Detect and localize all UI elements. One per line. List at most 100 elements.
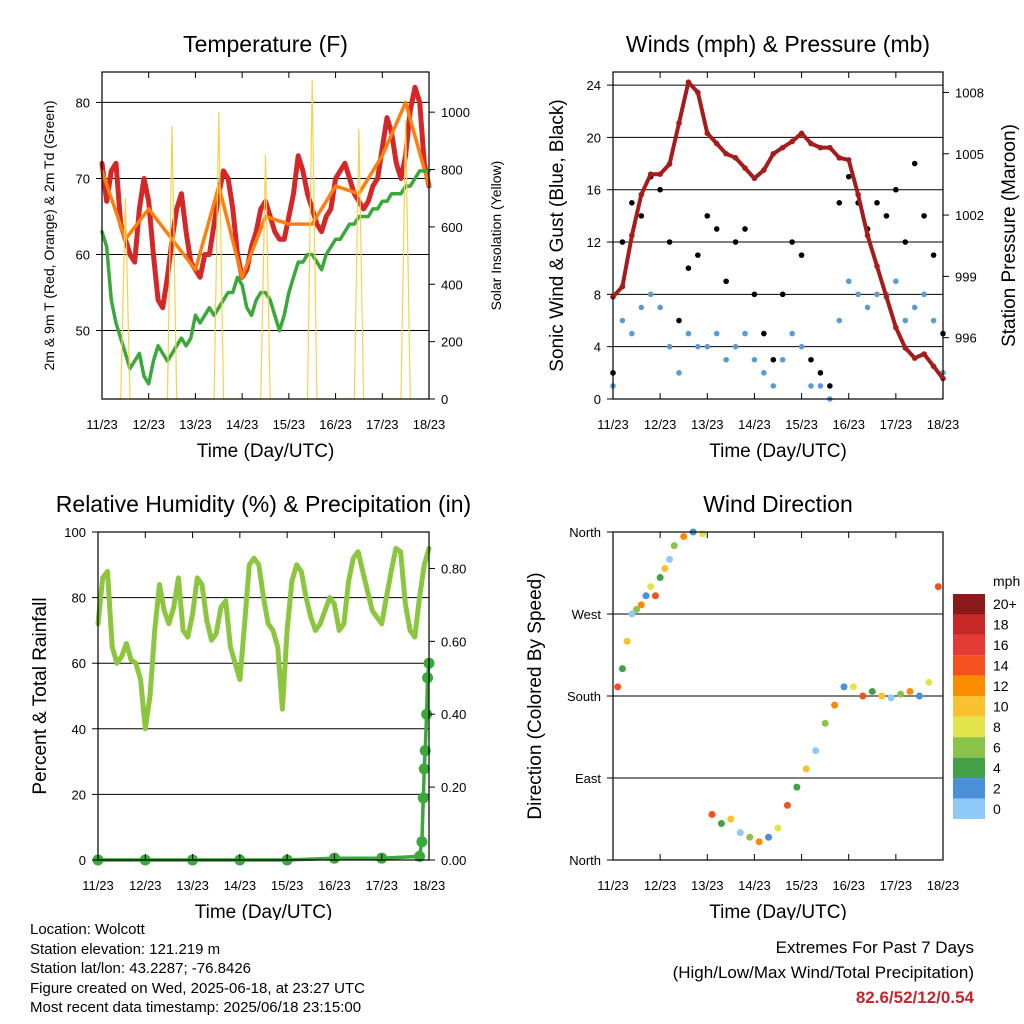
data-point [685, 330, 692, 337]
x-tick-label: 14/23 [226, 417, 259, 432]
x-axis-label: Time (Day/UTC) [709, 902, 847, 920]
latlon-text: Station lat/lon: 43.2287; -76.8426 [30, 960, 252, 978]
y2-tick-label: 0.80 [441, 561, 466, 576]
data-point [618, 665, 626, 673]
data-point [883, 213, 890, 219]
data-point [751, 356, 758, 363]
data-point [902, 317, 909, 324]
y-axis-label: 2m & 9m T (Red, Orange) & 2m Td (Green) [41, 101, 57, 371]
data-point [422, 672, 434, 684]
legend-label: 8 [993, 719, 1001, 735]
extremes-subtitle: (High/Low/Max Wind/Total Precipitation) [672, 963, 974, 982]
data-point [619, 317, 626, 324]
data-point [704, 213, 711, 219]
data-point [915, 692, 923, 700]
data-point [798, 343, 805, 350]
data-point [414, 850, 426, 862]
data-point [419, 745, 431, 757]
y-tick-label: 8 [594, 287, 601, 302]
data-point [633, 605, 641, 613]
legend-label: 4 [993, 760, 1001, 776]
legend-swatch [953, 655, 985, 676]
data-point [774, 824, 782, 832]
speed-legend: mph 20+ 18 16 14 12 10 8 6 4 2 0 [953, 573, 1020, 819]
y-axis-label: Percent & Total Rainfall [30, 597, 51, 794]
data-point [656, 574, 664, 582]
y-axis-label: Sonic Wind & Gust (Blue, Black) [547, 99, 568, 371]
y-tick-label: 20 [587, 130, 601, 145]
y2-tick-label: 1005 [955, 147, 984, 162]
chart-panel-4: Wind Direction 11/23 12/23 13/23 14/23 15/23 1… [525, 491, 1020, 920]
data-point [742, 330, 748, 337]
data-point [666, 555, 674, 563]
x-tick-label: 17/23 [365, 878, 398, 893]
y-tick-label: East [575, 771, 601, 786]
y-tick-label: 4 [594, 340, 601, 355]
chart-panel-2: Winds (mph) & Pressure (mb) 11/23 12/23 13/… [547, 31, 1020, 462]
data-point [629, 330, 635, 337]
y2-tick-label: 1008 [955, 85, 984, 100]
data-point [897, 690, 905, 698]
data-point [708, 810, 716, 818]
data-point [906, 687, 914, 695]
y2-tick-label: 996 [955, 331, 977, 346]
x-tick-label: 15/23 [273, 417, 306, 432]
y2-axis-label: Station Pressure (Maroon) [999, 124, 1020, 347]
meteogram-figure: Temperature (F) 11/23 12/23 13/23 14/23 15/23… [30, 31, 1020, 920]
pressure-line [611, 80, 945, 380]
x-tick-label: 18/23 [927, 878, 960, 893]
data-point [845, 278, 852, 285]
timestamp-text: Most recent data timestamp: 2025/06/18 2… [30, 999, 362, 1017]
x-axis-label: Time (Day/UTC) [197, 441, 335, 462]
data-point [836, 317, 843, 324]
data-point [849, 683, 857, 691]
elevation-text: Station elevation: 121.219 m [30, 940, 221, 958]
data-point [874, 291, 880, 298]
x-tick-label: 11/23 [597, 417, 629, 432]
y-tick-label: 100 [64, 525, 86, 540]
legend-swatch [953, 634, 985, 656]
y2-tick-label: 400 [441, 277, 463, 292]
legend-swatch [953, 696, 985, 717]
data-point [864, 304, 871, 311]
data-point [893, 278, 899, 285]
y2-tick-label: 0.20 [441, 780, 466, 795]
y-tick-label: 80 [72, 591, 86, 606]
chart-title: Relative Humidity (%) & Precipitation (i… [56, 491, 471, 517]
plot-frame [612, 71, 944, 400]
y2-axis-label: Solar Insolation (Yellow) [488, 161, 504, 311]
legend-swatch [953, 798, 985, 819]
data-point [751, 291, 758, 298]
data-point [911, 304, 918, 311]
data-point [736, 829, 744, 837]
x-tick-label: 12/23 [644, 878, 677, 893]
y-tick-label: 16 [587, 183, 601, 198]
data-point [623, 637, 631, 645]
legend-title: mph [993, 573, 1020, 589]
legend-label: 6 [993, 739, 1001, 755]
y-tick-label: 40 [72, 722, 86, 737]
x-tick-label: 18/23 [413, 417, 446, 432]
y2-tick-label: 0.40 [441, 707, 466, 722]
data-point [868, 687, 876, 695]
x-axis-label: Time (Day/UTC) [709, 441, 847, 462]
data-point [859, 692, 867, 700]
data-point [642, 592, 650, 600]
data-point [713, 226, 720, 232]
data-point [878, 692, 886, 700]
x-tick-label: 18/23 [413, 878, 446, 893]
y2-tick-label: 1002 [955, 208, 984, 223]
x-tick-label: 11/23 [82, 878, 114, 893]
data-point [676, 370, 682, 376]
y-tick-label: 60 [76, 248, 90, 263]
series-line [100, 100, 431, 280]
data-point [614, 683, 622, 691]
data-point [761, 370, 767, 376]
data-point [887, 694, 895, 702]
x-axis-label: Time (Day/UTC) [195, 902, 333, 920]
y2-tick-label: 999 [955, 269, 977, 284]
legend-label: 20+ [993, 596, 1017, 612]
data-point [921, 291, 927, 298]
legend-label: 2 [993, 780, 1001, 796]
location-text: Location: Wolcott [30, 921, 145, 938]
